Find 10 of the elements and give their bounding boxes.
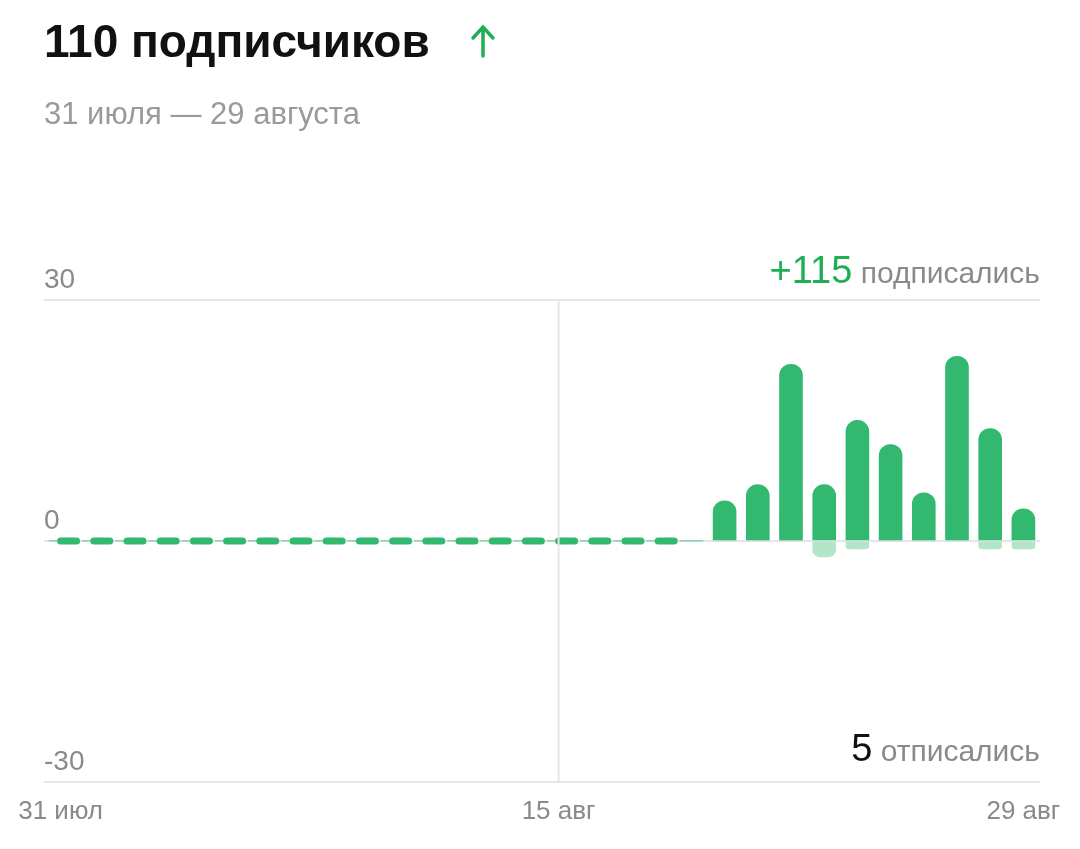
y-tick-label: 30 [44, 262, 76, 294]
x-tick-label: 29 авг [986, 794, 1061, 825]
x-tick-label: 31 июл [18, 794, 103, 825]
annotation: 5 отписались [851, 727, 1041, 770]
x-tick-label: 15 авг [521, 794, 596, 825]
chart-title: 110 подписчиков [44, 14, 430, 68]
text: +115 подписались [769, 249, 1041, 292]
chart-subtitle: 31 июля — 29 августа [44, 96, 360, 132]
y-tick-label: 0 [44, 503, 60, 535]
y-tick-label: -30 [44, 744, 85, 776]
